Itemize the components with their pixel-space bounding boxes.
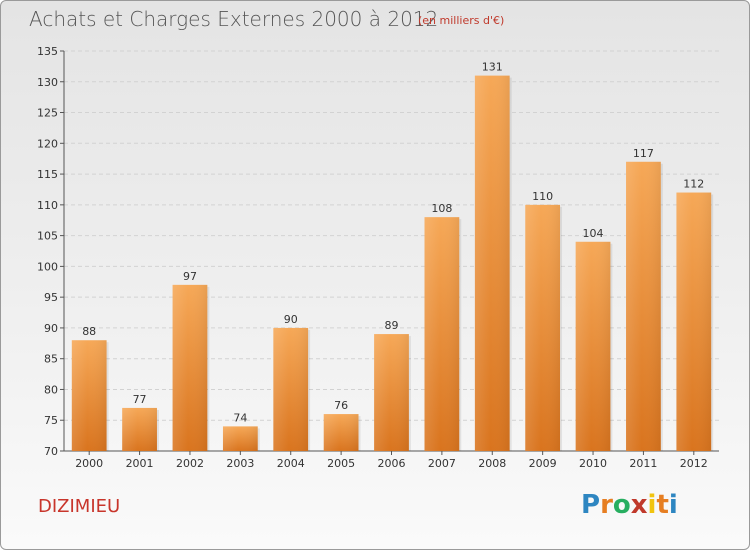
bar-shine xyxy=(424,217,460,451)
logo-letter: P xyxy=(581,490,601,520)
logo-letter: o xyxy=(612,490,631,520)
labels: 70 75 80 85 90 95 100 105 110 115 120 125 130 135 88 20… xyxy=(37,45,708,470)
bar-shine xyxy=(575,241,611,451)
x-tick-label: 2011 xyxy=(629,457,657,470)
data-label: 131 xyxy=(482,61,503,74)
proxiti-logo: Proxiti xyxy=(581,490,678,520)
y-tick-label: 100 xyxy=(37,260,58,273)
x-tick-label: 2003 xyxy=(226,457,254,470)
y-tick-label: 105 xyxy=(37,230,58,243)
data-label: 74 xyxy=(233,411,247,424)
data-label: 112 xyxy=(683,178,704,191)
logo-letter: i xyxy=(647,490,657,520)
logo-letter: i xyxy=(668,490,678,520)
y-tick-label: 80 xyxy=(44,383,58,396)
logo-letter: r xyxy=(600,490,613,520)
x-tick-label: 2008 xyxy=(478,457,506,470)
bar-shine xyxy=(122,407,157,451)
logo-letter: x xyxy=(630,490,648,520)
y-tick-label: 75 xyxy=(44,414,58,427)
bar-shine xyxy=(172,284,208,451)
y-tick-label: 130 xyxy=(37,76,58,89)
bar-shine xyxy=(676,192,712,452)
x-tick-label: 2006 xyxy=(378,457,406,470)
data-label: 108 xyxy=(431,202,452,215)
bar-shine xyxy=(374,334,409,451)
x-tick-label: 2002 xyxy=(176,457,204,470)
x-tick-label: 2009 xyxy=(529,457,557,470)
y-tick-label: 85 xyxy=(44,353,58,366)
data-label: 89 xyxy=(385,319,399,332)
data-label: 110 xyxy=(532,190,553,203)
bar-shine xyxy=(626,161,661,451)
y-tick-label: 125 xyxy=(37,107,58,120)
bars xyxy=(71,75,714,452)
x-tick-label: 2000 xyxy=(75,457,103,470)
city-name: DIZIMIEU xyxy=(38,496,121,517)
data-label: 104 xyxy=(583,227,604,240)
y-tick-label: 120 xyxy=(37,137,58,150)
chart-subtitle: (en milliers d'€) xyxy=(418,14,505,27)
x-tick-label: 2001 xyxy=(126,457,154,470)
bar-shine xyxy=(222,426,258,451)
y-tick-label: 115 xyxy=(37,168,58,181)
bar-shine xyxy=(474,75,510,451)
bar-shine xyxy=(323,414,359,451)
chart-title: Achats et Charges Externes 2000 à 2012 xyxy=(29,7,439,31)
y-tick-label: 135 xyxy=(37,45,58,58)
data-label: 90 xyxy=(284,313,298,326)
x-tick-label: 2010 xyxy=(579,457,607,470)
bar-shine xyxy=(525,204,561,451)
y-tick-label: 95 xyxy=(44,291,58,304)
x-tick-label: 2012 xyxy=(680,457,708,470)
data-label: 117 xyxy=(633,147,654,160)
logo-letter: t xyxy=(656,490,669,520)
bar-shine xyxy=(273,327,309,451)
y-tick-label: 70 xyxy=(44,445,58,458)
data-label: 88 xyxy=(82,325,96,338)
x-tick-label: 2007 xyxy=(428,457,456,470)
x-tick-label: 2005 xyxy=(327,457,355,470)
data-label: 76 xyxy=(334,399,348,412)
x-tick-label: 2004 xyxy=(277,457,305,470)
data-label: 77 xyxy=(133,393,147,406)
y-tick-label: 90 xyxy=(44,322,58,335)
y-tick-label: 110 xyxy=(37,199,58,212)
data-label: 97 xyxy=(183,270,197,283)
bar-shine xyxy=(71,340,107,451)
